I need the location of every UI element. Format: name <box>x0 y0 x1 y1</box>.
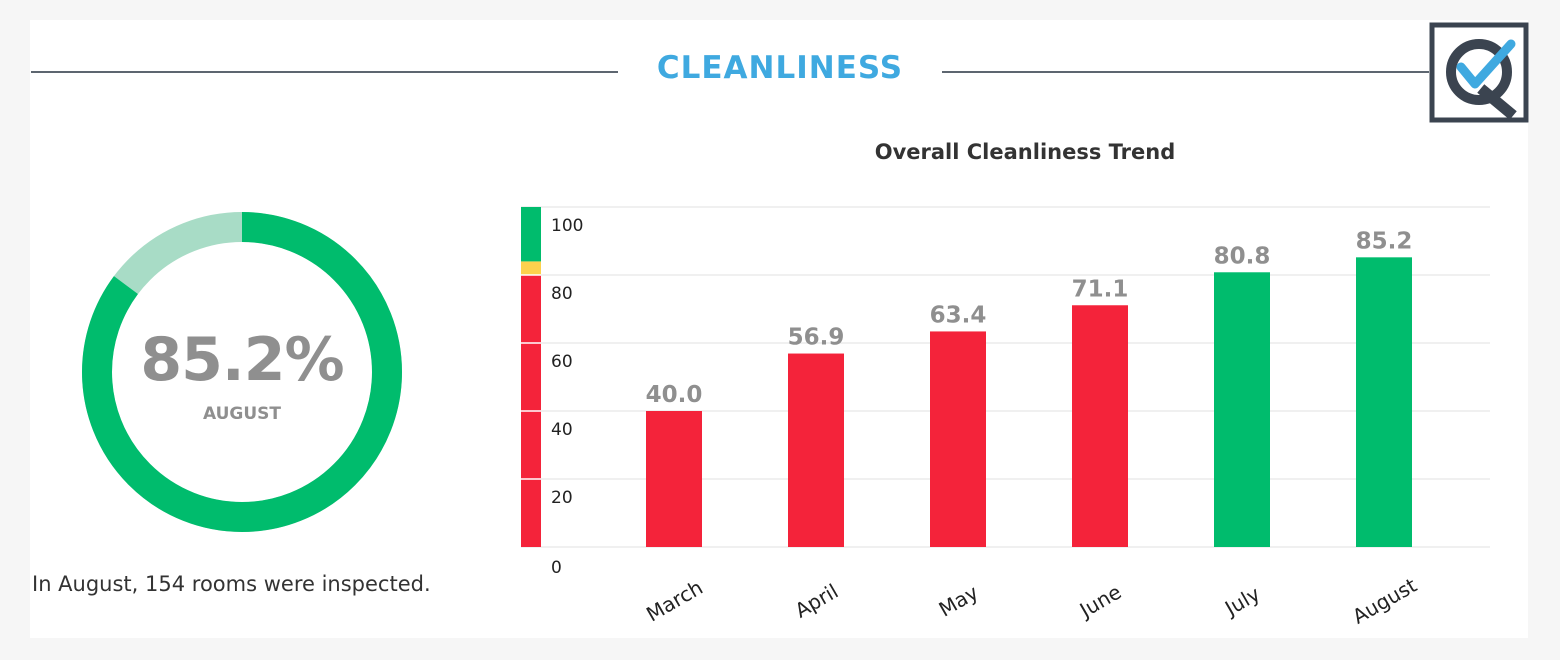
bar-march <box>646 411 702 547</box>
inspection-summary: In August, 154 rooms were inspected. <box>32 572 431 596</box>
y-axis-color-band <box>521 207 541 262</box>
y-tick-label: 100 <box>551 216 583 236</box>
bar-june <box>1072 305 1128 547</box>
y-tick-label: 60 <box>551 352 573 372</box>
y-tick-label: 80 <box>551 284 573 304</box>
bar-value-label: 63.4 <box>930 302 987 328</box>
report-card <box>30 20 1528 638</box>
bar-value-label: 56.9 <box>788 325 845 351</box>
y-tick-label: 20 <box>551 488 573 508</box>
x-tick-label: April <box>791 579 843 623</box>
donut-percentage: 85.2% <box>140 325 344 395</box>
bar-august <box>1356 257 1412 547</box>
y-axis-color-band <box>521 261 541 275</box>
bar-value-label: 80.8 <box>1214 243 1271 269</box>
bar-value-label: 85.2 <box>1356 228 1413 254</box>
header-rule-left <box>31 71 618 73</box>
header-rule-right <box>942 71 1432 73</box>
bar-value-label: 71.1 <box>1072 276 1129 302</box>
x-tick-label: March <box>642 575 707 626</box>
chart-title: Overall Cleanliness Trend <box>874 140 1176 164</box>
donut-month-label: AUGUST <box>202 404 282 424</box>
bar-july <box>1214 272 1270 547</box>
x-tick-label: July <box>1219 581 1264 621</box>
q-checkmark-logo-icon <box>1429 22 1529 123</box>
y-tick-label: 0 <box>551 558 562 578</box>
x-tick-label: June <box>1074 580 1125 624</box>
bar-value-label: 40.0 <box>646 382 703 408</box>
donut-value-arc <box>82 212 402 532</box>
x-tick-label: May <box>935 580 983 622</box>
bar-april <box>788 353 844 547</box>
bar-may <box>930 331 986 547</box>
section-title: CLEANLINESS <box>656 50 904 86</box>
cleanliness-donut-chart <box>82 212 402 532</box>
x-tick-label: August <box>1348 573 1421 629</box>
y-tick-label: 40 <box>551 420 573 440</box>
